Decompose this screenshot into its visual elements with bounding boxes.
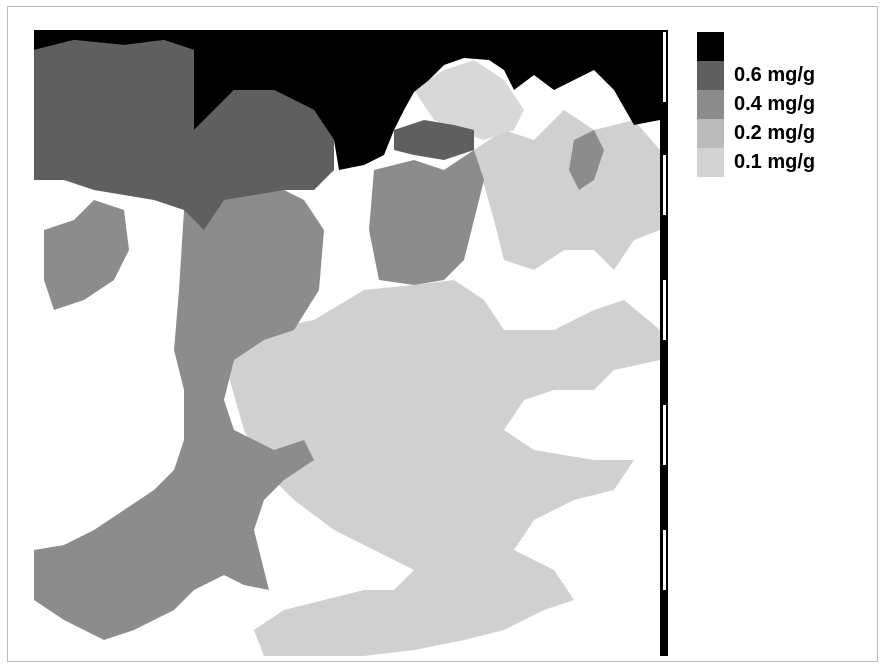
- legend-swatch: [697, 32, 724, 61]
- legend-item: 0.2 mg/g: [697, 119, 815, 148]
- scale-bar-segment: [663, 405, 666, 465]
- scale-bar-segment: [663, 530, 666, 590]
- zone-0.2-mg-g-east: [474, 110, 660, 270]
- legend-swatch: [697, 148, 724, 177]
- zone-0.4-mg-g-east: [569, 130, 604, 190]
- zone-0.4-mg-g-west: [44, 200, 129, 310]
- scale-bar-segment: [663, 280, 666, 340]
- scale-bar-segment: [663, 32, 666, 102]
- legend-swatch: [697, 119, 724, 148]
- legend-item: 0.1 mg/g: [697, 148, 815, 177]
- legend-label: 0.1 mg/g: [734, 151, 816, 173]
- legend-swatch: [697, 90, 724, 119]
- scale-bar-base: [660, 30, 668, 656]
- concentration-map: [34, 30, 660, 656]
- legend-label: 0.4 mg/g: [734, 93, 816, 115]
- zone-0.6-mg-g-north: [394, 120, 474, 160]
- legend-item: [697, 32, 815, 61]
- zone-0.4-mg-g-band: [34, 180, 324, 640]
- zone-0.4-mg-g-center: [369, 150, 484, 285]
- legend-label: 0.2 mg/g: [734, 122, 816, 144]
- zone-0.6-mg-g: [34, 40, 334, 230]
- legend-label: 0.6 mg/g: [734, 64, 816, 86]
- legend-item: 0.6 mg/g: [697, 61, 815, 90]
- scale-bar-segment: [663, 155, 666, 215]
- legend: 0.6 mg/g 0.4 mg/g 0.2 mg/g 0.1 mg/g: [697, 32, 815, 177]
- zone-0.2-mg-g-south: [224, 280, 660, 656]
- zone-max-black: [34, 30, 660, 170]
- zone-0.1-mg-g-top: [414, 60, 524, 140]
- legend-swatch: [697, 61, 724, 90]
- legend-item: 0.4 mg/g: [697, 90, 815, 119]
- scale-bar: [660, 30, 668, 656]
